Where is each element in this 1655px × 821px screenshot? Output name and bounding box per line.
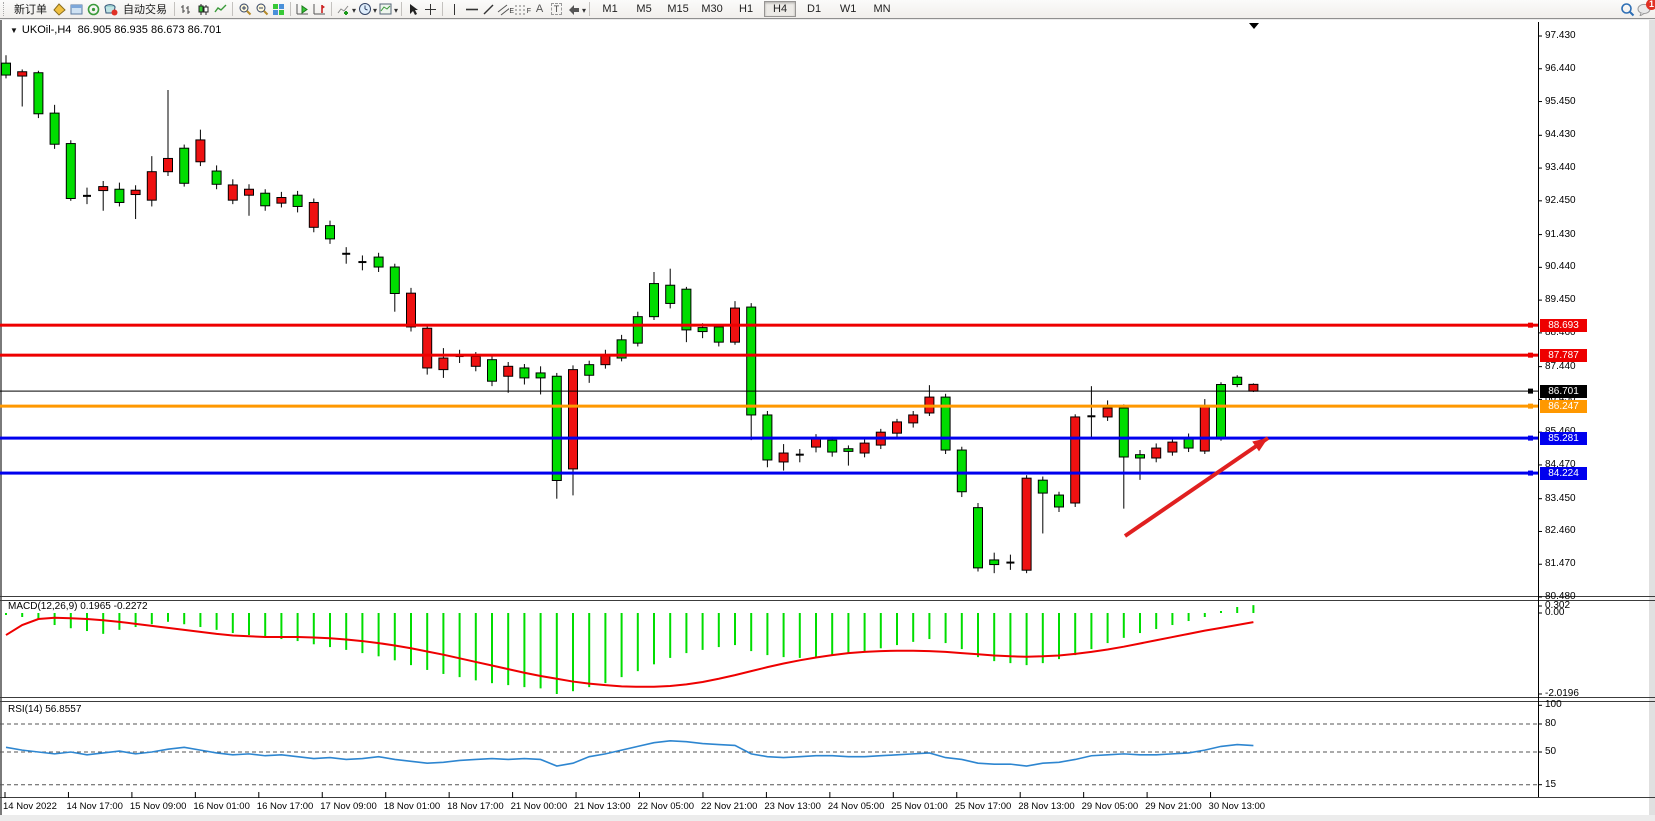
- horizontal-line[interactable]: [0, 471, 1538, 475]
- cursor-icon[interactable]: [405, 1, 422, 17]
- bar-chart-icon[interactable]: [178, 1, 195, 17]
- trendline-icon[interactable]: [480, 1, 497, 17]
- zoom-out-icon[interactable]: [253, 1, 270, 17]
- macd-signal-line: [5, 616, 1254, 688]
- tab-timeframe-h4[interactable]: H4: [764, 1, 797, 17]
- notifications-icon[interactable]: 1: [1636, 0, 1655, 17]
- toolbar-separator: [589, 2, 591, 16]
- toolbar-separator: [442, 2, 444, 16]
- fibonacci-icon[interactable]: [514, 1, 531, 17]
- candlestick-chart-icon[interactable]: [195, 1, 212, 17]
- label-icon[interactable]: [548, 1, 565, 17]
- channel-icon[interactable]: [497, 1, 514, 17]
- zoom-in-icon[interactable]: [236, 1, 253, 17]
- auto-trading-button[interactable]: 自动交易: [123, 4, 167, 16]
- horizontal-lines[interactable]: [0, 322, 1538, 476]
- pane-separator[interactable]: [0, 600, 1655, 601]
- indicators-icon[interactable]: [335, 1, 352, 17]
- tile-windows-icon[interactable]: [270, 1, 287, 17]
- templates-icon[interactable]: [377, 1, 394, 17]
- trend-arrow[interactable]: [1123, 436, 1270, 538]
- periods-clock-icon[interactable]: [356, 1, 373, 17]
- search-icon[interactable]: [1619, 1, 1636, 17]
- tab-timeframe-m30[interactable]: M30: [701, 3, 723, 15]
- horizontal-line-icon[interactable]: [463, 1, 480, 17]
- toolbar-grip: [3, 2, 7, 16]
- profiles-icon[interactable]: [68, 1, 85, 17]
- chart-background: [2, 20, 1649, 815]
- chevron-down-icon[interactable]: [582, 0, 586, 18]
- line-chart-icon[interactable]: [212, 1, 229, 17]
- new-chart-icon[interactable]: [51, 1, 68, 17]
- text-icon[interactable]: [531, 1, 548, 17]
- tab-timeframe-d1[interactable]: D1: [807, 3, 822, 15]
- chart-shift-icon[interactable]: [311, 1, 328, 17]
- pane-separator[interactable]: [0, 701, 1655, 702]
- rsi-line: [5, 739, 1254, 767]
- shapes-icon[interactable]: [565, 1, 582, 17]
- crosshair-icon[interactable]: [422, 1, 439, 17]
- toolbar-separator: [290, 2, 291, 16]
- candlesticks[interactable]: [1, 55, 1259, 574]
- rsi-indicator[interactable]: [0, 723, 1538, 786]
- window-edge: [0, 20, 2, 815]
- autotrading-bucket-icon[interactable]: [102, 1, 119, 17]
- pane-separator[interactable]: [0, 697, 1655, 698]
- chevron-down-icon[interactable]: [394, 0, 398, 18]
- main-toolbar: 新订单 自动交易 M1 M5 M15 M30 H1 H4 D1 W1 MN 1: [0, 0, 1655, 19]
- window-edge: [1649, 20, 1655, 815]
- tab-timeframe-w1[interactable]: W1: [839, 3, 857, 15]
- vertical-line-icon[interactable]: [446, 1, 463, 17]
- toolbar-separator: [174, 2, 175, 16]
- horizontal-line[interactable]: [0, 323, 1538, 327]
- market-watch-icon[interactable]: [85, 1, 102, 17]
- tab-timeframe-m1[interactable]: M1: [602, 3, 618, 15]
- timeframe-group: M1 M5 M15 M30 H1 H4 D1 W1 MN: [593, 1, 899, 17]
- notification-badge: 1: [1646, 0, 1655, 10]
- pane-separator[interactable]: [0, 596, 1655, 597]
- shift-marker-icon[interactable]: [1249, 23, 1259, 29]
- toolbar-separator: [401, 2, 403, 16]
- price-axis-line: [1538, 22, 1539, 797]
- horizontal-line[interactable]: [0, 436, 1538, 440]
- new-order-button[interactable]: 新订单: [14, 4, 47, 16]
- time-axis-line: [0, 797, 1655, 798]
- tab-timeframe-m15[interactable]: M15: [667, 3, 689, 15]
- toolbar-separator: [331, 2, 332, 16]
- tab-timeframe-m5[interactable]: M5: [636, 3, 652, 15]
- horizontal-line[interactable]: [0, 353, 1538, 357]
- macd-indicator[interactable]: [5, 605, 1255, 695]
- toolbar-separator: [232, 2, 233, 16]
- horizontal-line[interactable]: [0, 390, 1538, 392]
- auto-scroll-icon[interactable]: [294, 1, 311, 17]
- horizontal-line[interactable]: [0, 404, 1538, 408]
- tab-timeframe-h1[interactable]: H1: [739, 3, 754, 15]
- tab-timeframe-mn[interactable]: MN: [873, 3, 891, 15]
